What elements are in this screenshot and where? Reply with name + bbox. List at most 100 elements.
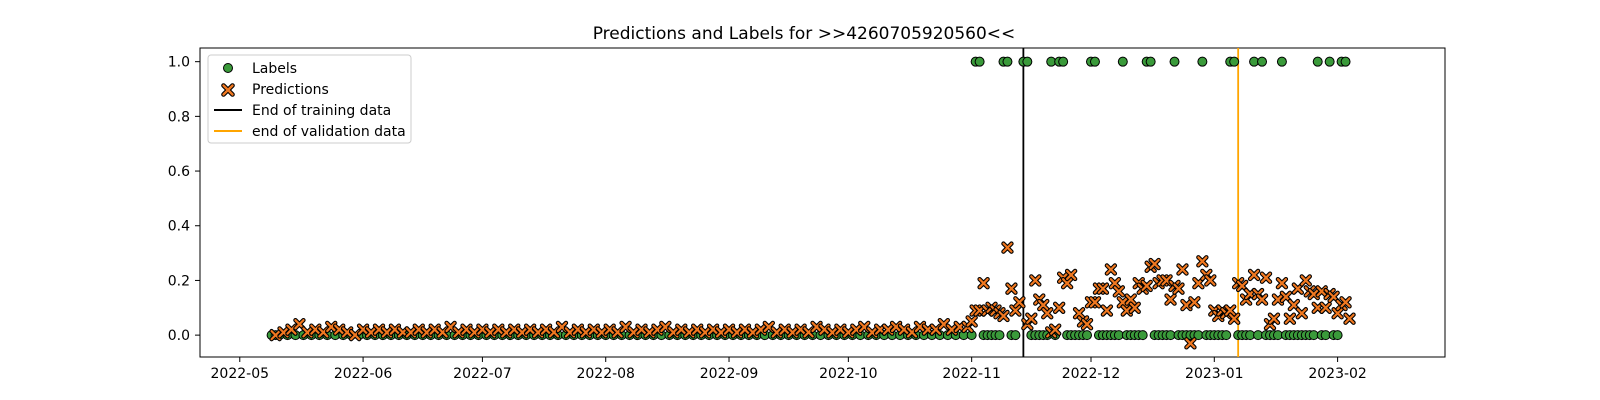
prediction-point-fill [1054,302,1065,313]
prediction-point [1275,276,1289,290]
label-point [1145,56,1156,67]
x-tick-label: 2023-01 [1185,366,1244,382]
prediction-point [1060,276,1074,290]
prediction-point [1005,282,1018,295]
prediction-point-fill [1284,313,1295,324]
x-tick-label: 2022-09 [700,366,759,382]
prediction-point [1104,263,1118,276]
prediction-point-fill [978,278,989,289]
prediction-point [977,276,990,290]
x-tick-label: 2022-08 [576,366,635,382]
label-point [1197,56,1208,67]
y-tick-label: 1.0 [168,55,190,71]
prediction-point [1148,257,1161,271]
x-tick-label: 2022-06 [334,366,393,382]
prediction-point [1164,293,1177,306]
prediction-point-fill [1010,305,1021,316]
prediction-point [1037,298,1050,312]
prediction-point [1096,282,1110,295]
prediction-point-fill [1300,275,1311,286]
prediction-point [1048,323,1062,336]
prediction-point [1299,274,1312,287]
prediction-point-fill [1141,280,1152,292]
x-tick-label: 2022-12 [1062,366,1121,382]
label-point [1312,56,1323,67]
prediction-point [1255,293,1269,306]
label-point [1117,56,1128,67]
prediction-point-fill [1002,242,1013,253]
prediction-point-fill [998,310,1009,322]
prediction-point-fill [1109,278,1120,289]
prediction-point-fill [1344,313,1355,324]
prediction-point [1224,304,1237,317]
prediction-point-fill [1125,294,1136,305]
prediction-point-fill [1260,272,1272,283]
prediction-point-fill [1276,278,1288,289]
label-point [1022,56,1033,67]
label-point [1332,330,1343,341]
prediction-point [1009,304,1022,317]
chart-title: Predictions and Labels for >>42607059205… [593,24,1016,44]
prediction-point [1339,296,1352,309]
prediction-point-fill [1177,264,1188,275]
legend-labels-text: Labels [252,61,297,77]
prediction-point [1140,279,1153,293]
prediction-point-fill [1129,302,1140,313]
prediction-point [786,326,799,339]
prediction-point [1072,307,1086,320]
legend-training-text: End of training data [252,103,391,119]
prediction-point-fill [1165,294,1176,305]
prediction-point [1064,268,1078,282]
prediction-point [1343,312,1356,325]
label-point [1002,56,1013,67]
label-point [1229,56,1240,67]
prediction-point [1259,271,1273,284]
prediction-point [1116,296,1130,309]
y-axis: 0.0 0.2 0.4 0.6 0.8 1.0 [168,55,200,344]
prediction-point-fill [1185,338,1196,349]
prediction-point-fill [1038,299,1049,311]
prediction-point-fill [1256,294,1268,305]
x-tick-label: 2022-10 [819,366,878,382]
prediction-point [1184,337,1197,350]
prediction-point [1188,296,1201,309]
legend: Labels Predictions End of training data … [207,54,412,144]
prediction-point [1001,241,1014,254]
prediction-point [1267,312,1281,325]
prediction-point [1319,301,1332,314]
prediction-point-fill [1066,269,1077,281]
prediction-point-fill [1030,275,1041,286]
prediction-point-fill [1014,297,1025,308]
prediction-point-fill [1042,308,1053,319]
prediction-point-fill [1089,297,1101,308]
prediction-point-fill [1050,324,1061,335]
legend-labels-marker [223,63,233,73]
prediction-point [1196,255,1209,268]
predictions-series [269,241,1356,350]
prediction-point [1227,312,1241,325]
prediction-point-fill [966,316,977,327]
label-point [1058,56,1069,67]
prediction-point-fill [1006,283,1017,294]
legend-predictions-text: Predictions [252,82,329,98]
label-point [1169,56,1180,67]
prediction-point [1013,296,1026,309]
prediction-point [1088,296,1102,309]
prediction-point [1204,274,1217,287]
label-point [1082,330,1093,341]
legend-box [207,54,412,144]
prediction-point-fill [1149,258,1160,270]
y-tick-label: 0.2 [168,273,190,289]
y-tick-label: 0.4 [168,219,190,235]
label-point [1276,56,1287,67]
legend-predictions-marker-fill [222,84,234,96]
label-point [1257,56,1268,67]
y-tick-label: 0.8 [168,109,190,125]
label-point [1324,56,1335,67]
prediction-point-fill [1062,278,1073,289]
legend-validation-text: end of validation data [252,124,406,140]
prediction-point-fill [1340,297,1351,308]
y-tick-label: 0.6 [168,164,190,180]
prediction-point-fill [1173,283,1184,294]
